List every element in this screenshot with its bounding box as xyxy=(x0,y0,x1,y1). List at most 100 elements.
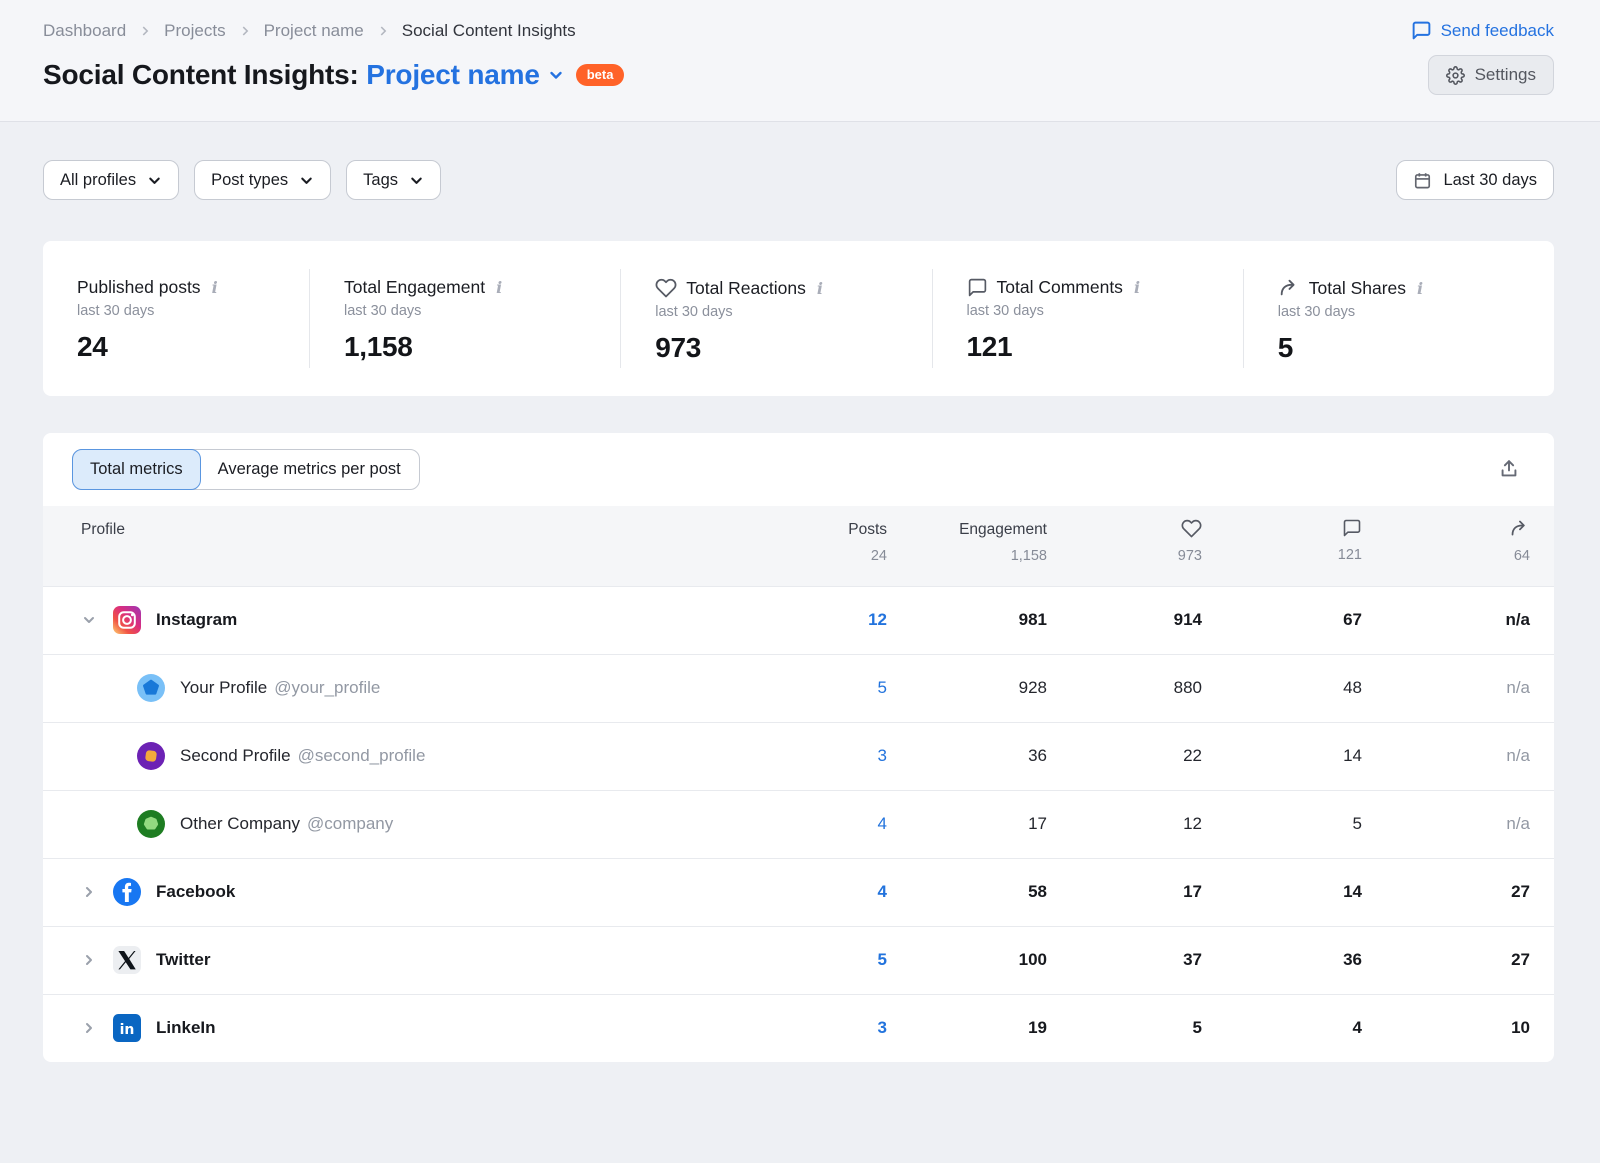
send-feedback-link[interactable]: Send feedback xyxy=(1411,20,1554,41)
posts-count-link[interactable]: 4 xyxy=(877,882,887,902)
comments-value: 48 xyxy=(1343,678,1362,698)
network-name: Instagram xyxy=(156,610,238,630)
project-name-dropdown[interactable]: Project name xyxy=(366,59,563,91)
profiles-filter-dropdown[interactable]: All profiles xyxy=(43,160,180,200)
shares-value: n/a xyxy=(1506,814,1530,834)
breadcrumb-current-page: Social Content Insights xyxy=(401,20,576,40)
table-row-linkedin[interactable]: in LinkeIn 3 19 5 4 10 xyxy=(43,993,1554,1062)
profile-handle: @second_profile xyxy=(297,746,426,766)
engagement-value: 981 xyxy=(1018,610,1047,630)
stat-label: Total Shares xyxy=(1308,277,1407,298)
stat-sublabel: last 30 days xyxy=(77,303,155,319)
stat-label: Published posts xyxy=(77,277,201,297)
stat-total-reactions: Total Reactions i last 30 days 973 xyxy=(620,269,931,368)
stat-value: 121 xyxy=(966,331,1013,362)
comment-icon xyxy=(1202,518,1362,538)
stat-total-shares: Total Shares i last 30 days 5 xyxy=(1242,269,1554,368)
chevron-down-icon xyxy=(149,177,160,184)
info-icon[interactable]: i xyxy=(1417,278,1424,298)
table-row-instagram[interactable]: Instagram 12 981 914 67 n/a xyxy=(43,585,1554,654)
tab-average-metrics[interactable]: Average metrics per post xyxy=(200,450,419,489)
project-name-label: Project name xyxy=(366,59,540,90)
profile-handle: @company xyxy=(307,814,394,834)
chevron-down-icon xyxy=(301,177,312,184)
avatar xyxy=(137,674,165,703)
posts-count-link[interactable]: 4 xyxy=(877,814,887,834)
stat-sublabel: last 30 days xyxy=(344,303,422,319)
comments-value: 5 xyxy=(1352,814,1362,834)
network-name: LinkeIn xyxy=(156,1018,216,1038)
instagram-icon xyxy=(113,606,141,635)
network-name: Twitter xyxy=(156,950,211,970)
breadcrumb-dashboard[interactable]: Dashboard xyxy=(43,20,127,40)
info-icon[interactable]: i xyxy=(211,278,218,297)
date-range-button[interactable]: Last 30 days xyxy=(1396,160,1554,200)
reactions-value: 880 xyxy=(1173,678,1202,698)
info-icon[interactable]: i xyxy=(1133,278,1141,297)
tags-filter-dropdown[interactable]: Tags xyxy=(346,160,442,200)
page-title-prefix: Social Content Insights: xyxy=(43,59,359,90)
table-header-row: Profile Posts 24 Engagement 1,158 973 12… xyxy=(43,505,1554,586)
posts-count-link[interactable]: 12 xyxy=(868,610,887,630)
posts-count-link[interactable]: 5 xyxy=(877,678,887,698)
export-icon[interactable] xyxy=(1494,454,1524,484)
tab-total-metrics[interactable]: Total metrics xyxy=(72,449,201,490)
stat-value: 1,158 xyxy=(344,331,413,362)
stat-total-comments: Total Comments i last 30 days 121 xyxy=(931,269,1243,368)
breadcrumb: Dashboard Projects Project name Social C… xyxy=(43,21,576,41)
chevron-right-icon[interactable] xyxy=(81,884,105,900)
settings-button[interactable]: Settings xyxy=(1427,55,1554,95)
info-icon[interactable]: i xyxy=(496,278,503,297)
post-types-filter-dropdown[interactable]: Post types xyxy=(194,160,332,200)
table-row-facebook[interactable]: Facebook 4 58 17 14 27 xyxy=(43,857,1554,926)
chevron-right-icon xyxy=(238,24,252,38)
comments-value: 14 xyxy=(1343,746,1362,766)
table-row-twitter[interactable]: Twitter 5 100 37 36 27 xyxy=(43,925,1554,994)
breadcrumb-project-name[interactable]: Project name xyxy=(263,20,364,40)
posts-count-link[interactable]: 3 xyxy=(877,1018,887,1038)
date-range-label: Last 30 days xyxy=(1443,170,1537,189)
breadcrumb-projects[interactable]: Projects xyxy=(164,20,226,40)
stat-label: Total Comments xyxy=(996,277,1123,297)
page-header: Dashboard Projects Project name Social C… xyxy=(0,0,1600,122)
column-header-engagement: Engagement 1,158 xyxy=(959,520,1047,564)
stat-sublabel: last 30 days xyxy=(966,303,1044,319)
table-row-second-profile[interactable]: Second Profile @second_profile 3 36 22 1… xyxy=(43,721,1554,790)
chevron-down-icon xyxy=(411,177,422,184)
table-row-other-company[interactable]: Other Company @company 4 17 12 5 n/a xyxy=(43,789,1554,858)
settings-label: Settings xyxy=(1474,65,1536,84)
chevron-down-icon[interactable] xyxy=(81,612,105,628)
posts-count-link[interactable]: 3 xyxy=(877,746,887,766)
linkedin-icon: in xyxy=(113,1014,141,1043)
chevron-right-icon[interactable] xyxy=(81,952,105,968)
comments-value: 67 xyxy=(1343,610,1362,630)
profile-name: Other Company xyxy=(180,814,300,834)
metrics-tabs: Total metrics Average metrics per post xyxy=(72,449,420,490)
column-header-shares: 64 xyxy=(1362,520,1530,564)
reactions-value: 22 xyxy=(1183,746,1202,766)
reactions-value: 5 xyxy=(1192,1018,1202,1038)
network-name: Facebook xyxy=(156,882,236,902)
posts-count-link[interactable]: 5 xyxy=(877,950,887,970)
chevron-right-icon[interactable] xyxy=(81,1020,105,1036)
stat-label: Total Reactions xyxy=(686,277,806,298)
engagement-value: 19 xyxy=(1028,1018,1047,1038)
column-header-profile: Profile xyxy=(81,520,125,538)
stat-value: 5 xyxy=(1277,332,1294,363)
gear-icon xyxy=(1445,65,1465,85)
column-header-posts: Posts 24 xyxy=(848,520,887,564)
engagement-value: 17 xyxy=(1028,814,1047,834)
stat-published-posts: Published posts i last 30 days 24 xyxy=(43,269,309,368)
info-icon[interactable]: i xyxy=(816,278,823,298)
chevron-down-icon xyxy=(550,71,562,79)
stat-sublabel: last 30 days xyxy=(655,304,733,320)
avatar xyxy=(137,742,165,771)
profiles-filter-label: All profiles xyxy=(60,170,137,189)
table-row-your-profile[interactable]: Your Profile @your_profile 5 928 880 48 … xyxy=(43,653,1554,722)
comments-value: 14 xyxy=(1343,882,1362,902)
calendar-icon xyxy=(1413,171,1432,190)
summary-stats-card: Published posts i last 30 days 24 Total … xyxy=(43,241,1554,396)
comments-value: 4 xyxy=(1352,1018,1362,1038)
engagement-value: 928 xyxy=(1018,678,1047,698)
beta-badge: beta xyxy=(575,64,625,86)
